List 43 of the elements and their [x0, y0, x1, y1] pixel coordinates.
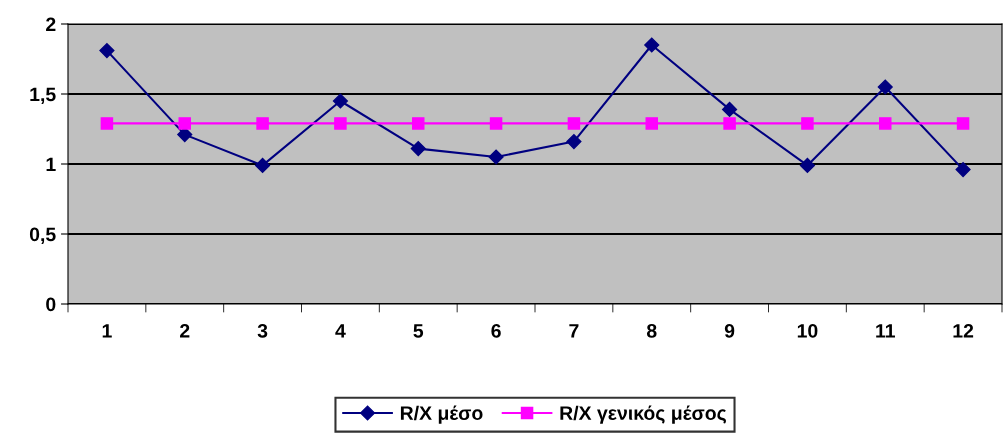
point: [567, 117, 581, 130]
x-tick-label: 12: [953, 323, 974, 338]
point: [799, 157, 815, 173]
point: [332, 93, 348, 109]
x-tick-label: 3: [257, 323, 268, 338]
x-tick-label: 7: [569, 324, 579, 338]
legend-label: R/X μέσο: [400, 405, 483, 424]
point: [334, 117, 347, 130]
x-tick-label: 1: [102, 324, 112, 338]
point: [411, 117, 425, 130]
x-tick-label: 11: [876, 324, 895, 338]
point: [877, 79, 893, 95]
point: [256, 117, 269, 130]
x-tick-label: 5: [413, 324, 424, 338]
x-tick-label: 2: [180, 323, 190, 338]
point: [177, 127, 193, 143]
point: [99, 43, 115, 59]
point: [878, 117, 892, 130]
legend-label: R/X γενικός μέσος: [560, 405, 726, 424]
x-tick-label: 10: [797, 323, 818, 338]
point: [723, 117, 736, 130]
x-tick-label: 4: [335, 324, 346, 338]
y-tick-label: 1,5: [30, 87, 56, 105]
y-tick-label: 0: [46, 297, 56, 312]
y-tick-label: 1: [46, 157, 56, 172]
point: [955, 162, 971, 178]
y-tick-label: 0,5: [29, 227, 56, 245]
point: [100, 117, 114, 130]
point: [645, 117, 659, 130]
x-tick-label: 6: [491, 323, 501, 338]
x-tick-label: 8: [646, 323, 657, 338]
x-tick-label: 9: [724, 323, 735, 338]
point: [722, 101, 738, 117]
point: [255, 157, 271, 173]
point: [410, 141, 426, 157]
point: [488, 149, 504, 165]
y-tick-label: 2: [46, 17, 56, 32]
point: [566, 134, 582, 150]
point: [178, 117, 192, 130]
point: [956, 117, 970, 130]
point: [801, 117, 814, 130]
point: [644, 37, 660, 53]
point: [489, 117, 503, 130]
